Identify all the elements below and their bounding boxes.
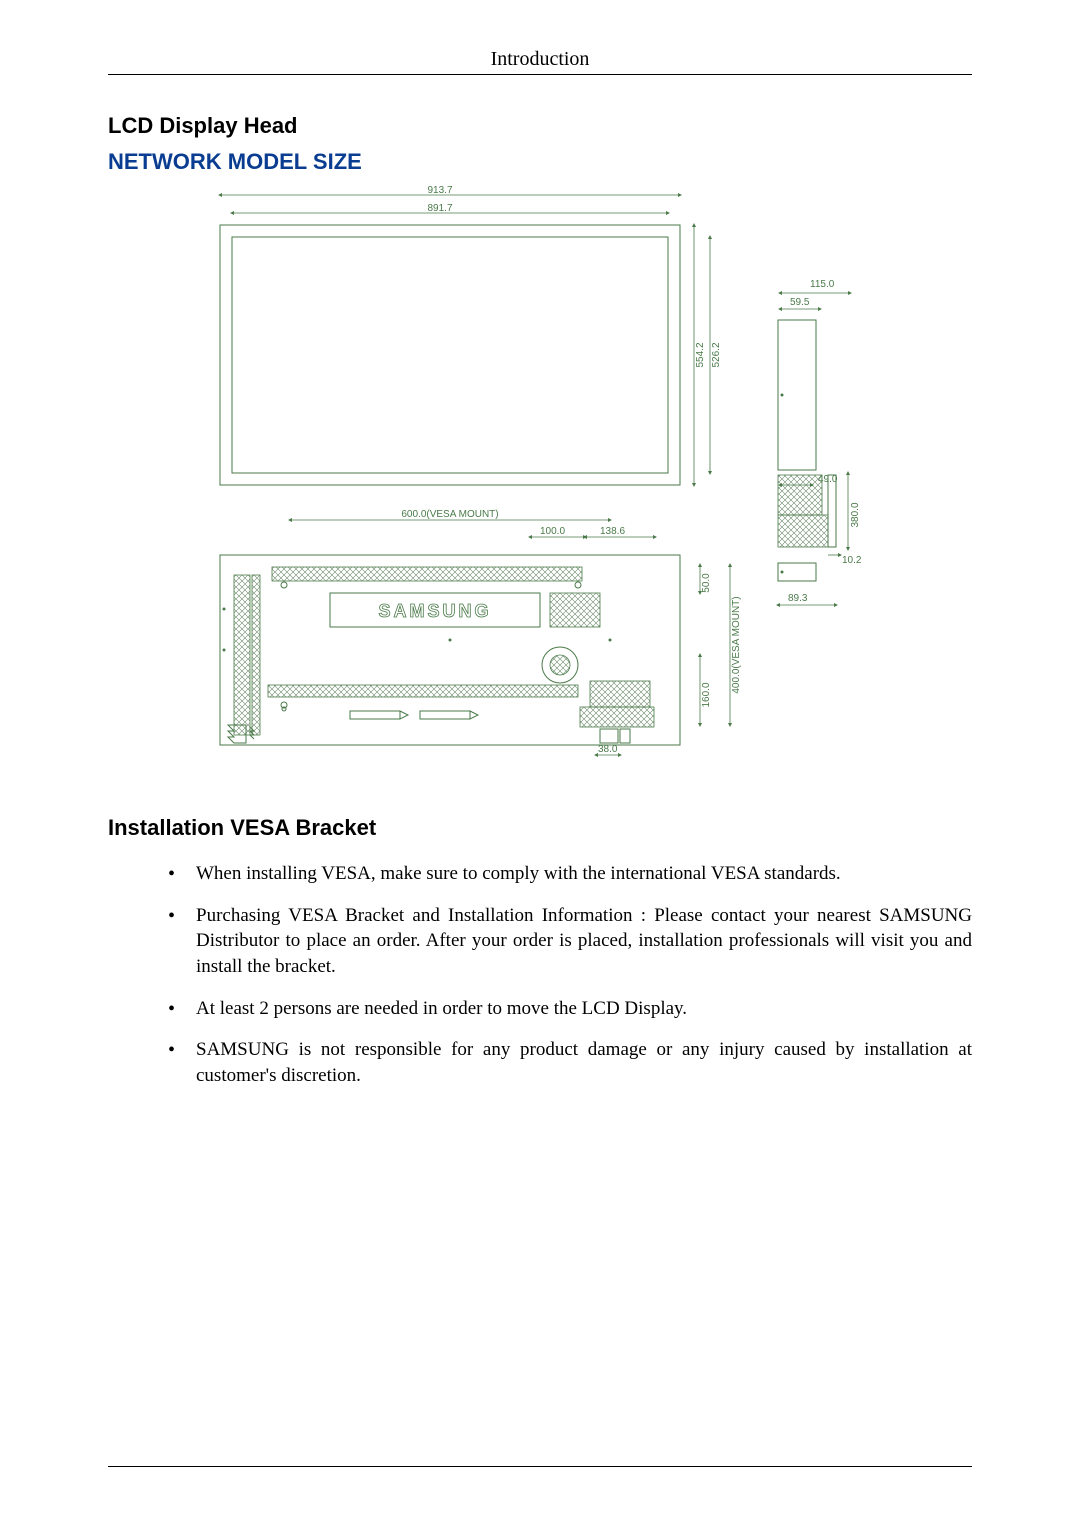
dim-100: 100.0 [540,526,565,537]
dim-89: 89.3 [788,593,808,604]
dim-50: 50.0 [701,573,712,593]
brand-logo: SAMSUNG [378,601,491,621]
section-title-vesa: Installation VESA Bracket [108,815,972,841]
dim-380: 380.0 [850,502,861,527]
dim-height-outer: 554.2 [695,342,706,367]
list-item: SAMSUNG is not responsible for any produ… [168,1037,972,1088]
diagram-container: 913.7 891.7 554.2 526.2 115.0 59.5 380.0… [108,185,972,765]
list-item: At least 2 persons are needed in order t… [168,996,972,1022]
dim-vesa-h: 400.0(VESA MOUNT) [731,596,742,693]
dim-width-outer: 913.7 [427,185,452,196]
vesa-bullet-list: When installing VESA, make sure to compl… [168,861,972,1088]
section-title-head: LCD Display Head [108,113,972,139]
list-item: When installing VESA, make sure to compl… [168,861,972,887]
dim-59: 59.5 [790,297,810,308]
page-header: Introduction [108,48,972,75]
footer-rule [108,1466,972,1467]
dimension-diagram: 913.7 891.7 554.2 526.2 115.0 59.5 380.0… [200,185,880,765]
dim-height-inner: 526.2 [711,342,722,367]
list-item: Purchasing VESA Bracket and Installation… [168,903,972,980]
dim-10: 10.2 [842,555,862,566]
dim-160: 160.0 [701,682,712,707]
dim-138: 138.6 [600,526,625,537]
section-title-network: NETWORK MODEL SIZE [108,149,972,175]
dim-width-inner: 891.7 [427,203,452,214]
dim-115: 115.0 [810,279,835,290]
dim-vesa-mount: 600.0(VESA MOUNT) [401,509,498,520]
dim-49: 49.0 [818,474,838,485]
dim-38: 38.0 [598,744,618,755]
